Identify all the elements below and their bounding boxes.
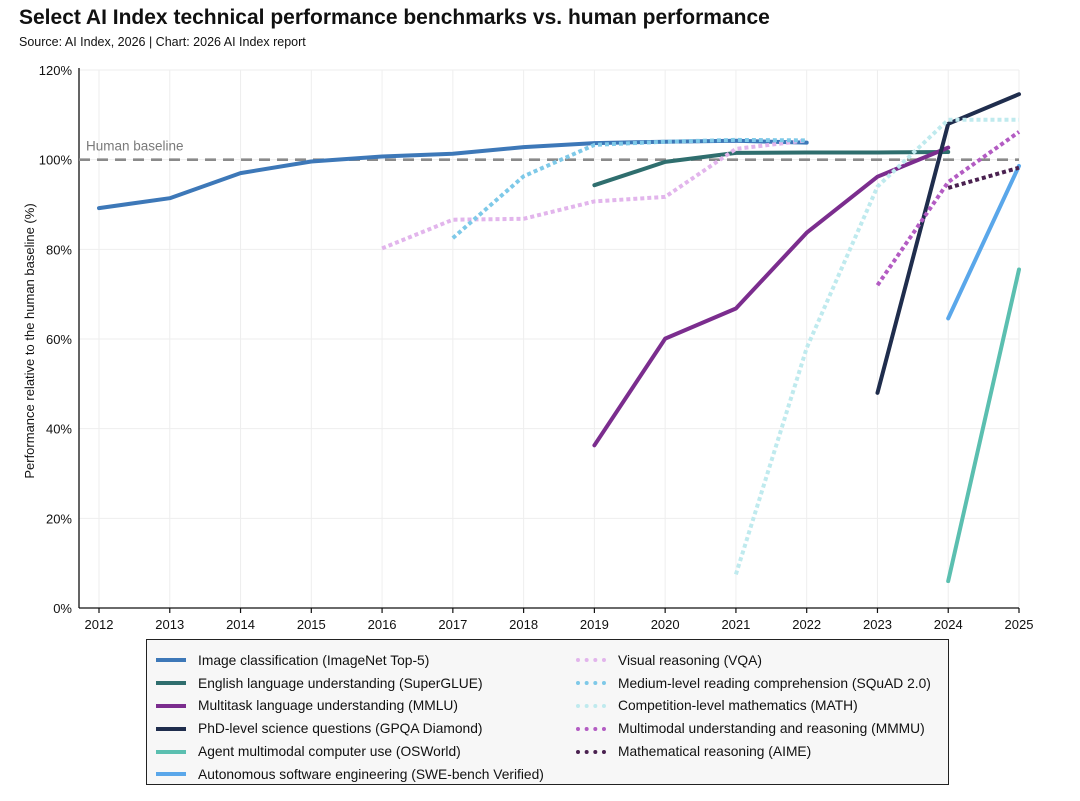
chart-legend: Image classification (ImageNet Top-5) Eng…	[146, 639, 949, 785]
y-tick-label: 40%	[46, 422, 72, 437]
legend-item: Agent multimodal computer use (OSWorld)	[156, 740, 544, 763]
series-line-9	[733, 117, 1019, 575]
x-tick-label: 2017	[438, 617, 467, 632]
legend-column-right: Visual reasoning (VQA) Medium-level readi…	[576, 649, 931, 763]
series-line-1	[97, 138, 809, 211]
legend-swatch	[156, 681, 186, 686]
x-tick-label: 2013	[155, 617, 184, 632]
legend-item: Medium-level reading comprehension (SQuA…	[576, 672, 931, 695]
legend-column-left: Image classification (ImageNet Top-5) Eng…	[156, 649, 544, 786]
legend-label: Image classification (ImageNet Top-5)	[198, 652, 430, 668]
legend-label: Visual reasoning (VQA)	[618, 652, 762, 668]
y-tick-label: 80%	[46, 242, 72, 257]
series-line-7	[381, 138, 807, 251]
y-tick-label: 120%	[39, 63, 73, 78]
x-tick-label: 2022	[792, 617, 821, 632]
legend-label: Medium-level reading comprehension (SQuA…	[618, 675, 931, 691]
series-line-3	[592, 145, 951, 448]
chart-title: Select AI Index technical performance be…	[19, 6, 770, 29]
series-line-5	[946, 267, 1021, 584]
legend-item: Multimodal understanding and reasoning (…	[576, 717, 931, 740]
legend-label: Agent multimodal computer use (OSWorld)	[198, 744, 461, 760]
x-tick-label: 2012	[85, 617, 114, 632]
y-axis-label: Performance relative to the human baseli…	[22, 203, 37, 478]
x-tick-label: 2018	[509, 617, 538, 632]
legend-swatch	[156, 726, 186, 731]
series-line-11	[947, 165, 1020, 190]
y-tick-label: 20%	[46, 511, 72, 526]
legend-item: Multitask language understanding (MMLU)	[156, 695, 544, 718]
legend-swatch	[576, 658, 606, 663]
legend-label: Mathematical reasoning (AIME)	[618, 744, 812, 760]
legend-item: Competition-level mathematics (MATH)	[576, 695, 931, 718]
y-tick-label: 60%	[46, 332, 72, 347]
legend-item: Image classification (ImageNet Top-5)	[156, 649, 544, 672]
chart-subtitle: Source: AI Index, 2026 | Chart: 2026 AI …	[19, 35, 306, 49]
y-tick-label: 0%	[53, 601, 72, 616]
legend-swatch	[576, 703, 606, 708]
series-line-6	[946, 163, 1021, 321]
x-tick-label: 2019	[580, 617, 609, 632]
legend-swatch	[576, 749, 606, 754]
series-line-2	[592, 150, 951, 188]
legend-item: Visual reasoning (VQA)	[576, 649, 931, 672]
x-tick-label: 2016	[368, 617, 397, 632]
x-tick-label: 2015	[297, 617, 326, 632]
x-tick-label: 2023	[863, 617, 892, 632]
legend-item: Mathematical reasoning (AIME)	[576, 740, 931, 763]
x-tick-label: 2014	[226, 617, 255, 632]
x-tick-label: 2020	[651, 617, 680, 632]
legend-swatch	[576, 681, 606, 686]
y-tick-label: 100%	[39, 153, 73, 168]
legend-swatch	[156, 772, 186, 777]
x-tick-label: 2021	[721, 617, 750, 632]
legend-label: Autonomous software engineering (SWE-ben…	[198, 766, 544, 782]
legend-swatch	[156, 658, 186, 663]
x-tick-label: 2024	[934, 617, 963, 632]
legend-swatch	[156, 749, 186, 754]
human-baseline-label: Human baseline	[86, 139, 184, 154]
legend-swatch	[576, 726, 606, 731]
series-line-8	[451, 137, 807, 240]
legend-item: Autonomous software engineering (SWE-ben…	[156, 763, 544, 786]
series-line-4	[875, 92, 1021, 395]
series-line-10	[875, 130, 1021, 287]
legend-item: PhD-level science questions (GPQA Diamon…	[156, 717, 544, 740]
legend-label: PhD-level science questions (GPQA Diamon…	[198, 721, 483, 737]
legend-label: English language understanding (SuperGLU…	[198, 675, 483, 691]
legend-label: Multimodal understanding and reasoning (…	[618, 721, 925, 737]
legend-label: Multitask language understanding (MMLU)	[198, 698, 458, 714]
legend-swatch	[156, 703, 186, 708]
x-tick-label: 2025	[1005, 617, 1034, 632]
legend-item: English language understanding (SuperGLU…	[156, 672, 544, 695]
legend-label: Competition-level mathematics (MATH)	[618, 698, 858, 714]
